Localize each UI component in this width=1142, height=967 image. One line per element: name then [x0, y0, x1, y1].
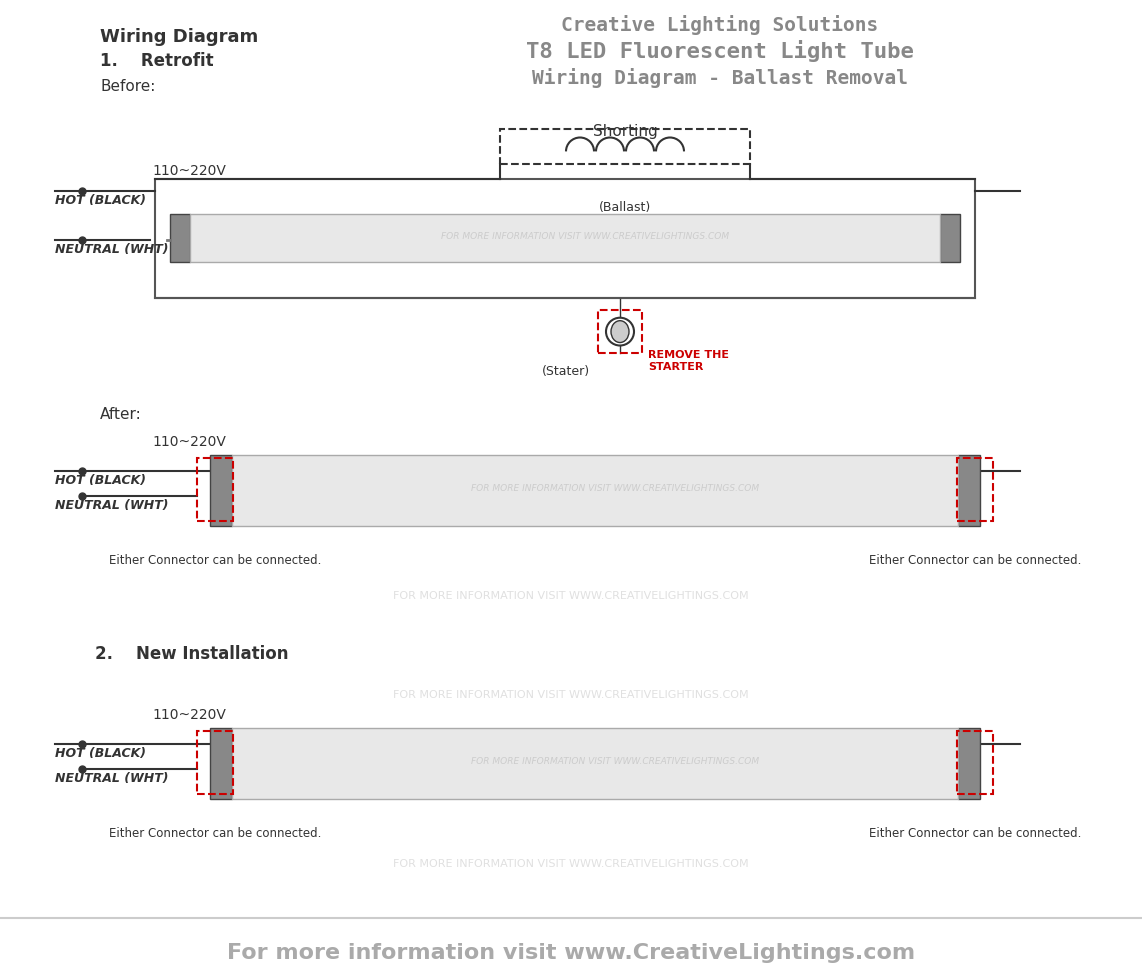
Text: FOR MORE INFORMATION VISIT WWW.CREATIVELIGHTINGS.COM: FOR MORE INFORMATION VISIT WWW.CREATIVEL… — [471, 757, 759, 766]
Bar — [232, 728, 958, 800]
Text: 110~220V: 110~220V — [152, 435, 226, 449]
Text: (Ballast): (Ballast) — [598, 200, 651, 214]
Text: FOR MORE INFORMATION VISIT WWW.CREATIVELIGHTINGS.COM: FOR MORE INFORMATION VISIT WWW.CREATIVEL… — [393, 789, 749, 800]
Text: HOT (BLACK): HOT (BLACK) — [55, 747, 146, 760]
Text: Either Connector can be connected.: Either Connector can be connected. — [869, 554, 1081, 567]
Bar — [940, 215, 960, 262]
Text: After:: After: — [100, 407, 142, 422]
Bar — [170, 215, 190, 262]
Text: NEUTRAL (WHT): NEUTRAL (WHT) — [55, 499, 169, 513]
Bar — [190, 215, 940, 262]
Text: Either Connector can be connected.: Either Connector can be connected. — [108, 827, 321, 840]
Text: For more information visit www.CreativeLightings.com: For more information visit www.CreativeL… — [227, 943, 915, 963]
Text: 2.    New Installation: 2. New Installation — [95, 645, 289, 663]
Bar — [958, 454, 980, 526]
Bar — [198, 457, 233, 521]
Text: HOT (BLACK): HOT (BLACK) — [55, 193, 146, 207]
Bar — [210, 728, 232, 800]
Text: HOT (BLACK): HOT (BLACK) — [55, 474, 146, 486]
Bar — [957, 731, 994, 794]
Text: 1.    Retrofit: 1. Retrofit — [100, 51, 214, 70]
Text: FOR MORE INFORMATION VISIT WWW.CREATIVELIGHTINGS.COM: FOR MORE INFORMATION VISIT WWW.CREATIVEL… — [393, 591, 749, 601]
Text: Creative Lighting Solutions: Creative Lighting Solutions — [562, 15, 878, 35]
Text: Before:: Before: — [100, 79, 155, 95]
Bar — [958, 728, 980, 800]
Ellipse shape — [611, 321, 629, 342]
Text: REMOVE THE
STARTER: REMOVE THE STARTER — [648, 350, 729, 372]
Text: Either Connector can be connected.: Either Connector can be connected. — [869, 827, 1081, 840]
Bar — [198, 731, 233, 794]
Text: NEUTRAL (WHT): NEUTRAL (WHT) — [55, 773, 169, 785]
Text: (Stater): (Stater) — [541, 366, 590, 378]
Bar — [210, 454, 232, 526]
Text: Wiring Diagram - Ballast Removal: Wiring Diagram - Ballast Removal — [532, 68, 908, 88]
Text: NEUTRAL (WHT): NEUTRAL (WHT) — [55, 244, 169, 256]
Text: Either Connector can be connected.: Either Connector can be connected. — [108, 554, 321, 567]
Text: FOR MORE INFORMATION VISIT WWW.CREATIVELIGHTINGS.COM: FOR MORE INFORMATION VISIT WWW.CREATIVEL… — [471, 484, 759, 493]
Text: FOR MORE INFORMATION VISIT WWW.CREATIVELIGHTINGS.COM: FOR MORE INFORMATION VISIT WWW.CREATIVEL… — [393, 859, 749, 868]
Text: Shorting: Shorting — [593, 124, 658, 139]
Bar — [598, 309, 642, 354]
Text: 110~220V: 110~220V — [152, 163, 226, 178]
Bar — [232, 454, 958, 526]
Bar — [500, 129, 750, 163]
Text: Wiring Diagram: Wiring Diagram — [100, 28, 258, 45]
Text: FOR MORE INFORMATION VISIT WWW.CREATIVELIGHTINGS.COM: FOR MORE INFORMATION VISIT WWW.CREATIVEL… — [441, 232, 729, 241]
Bar — [957, 457, 994, 521]
Text: FOR MORE INFORMATION VISIT WWW.CREATIVELIGHTINGS.COM: FOR MORE INFORMATION VISIT WWW.CREATIVEL… — [393, 690, 749, 700]
Bar — [155, 179, 975, 298]
Text: FOR MORE INFORMATION VISIT WWW.CREATIVELIGHTINGS.COM: FOR MORE INFORMATION VISIT WWW.CREATIVEL… — [393, 491, 749, 502]
Text: T8 LED Fluorescent Light Tube: T8 LED Fluorescent Light Tube — [526, 40, 914, 62]
Circle shape — [606, 318, 634, 345]
Text: 110~220V: 110~220V — [152, 708, 226, 722]
